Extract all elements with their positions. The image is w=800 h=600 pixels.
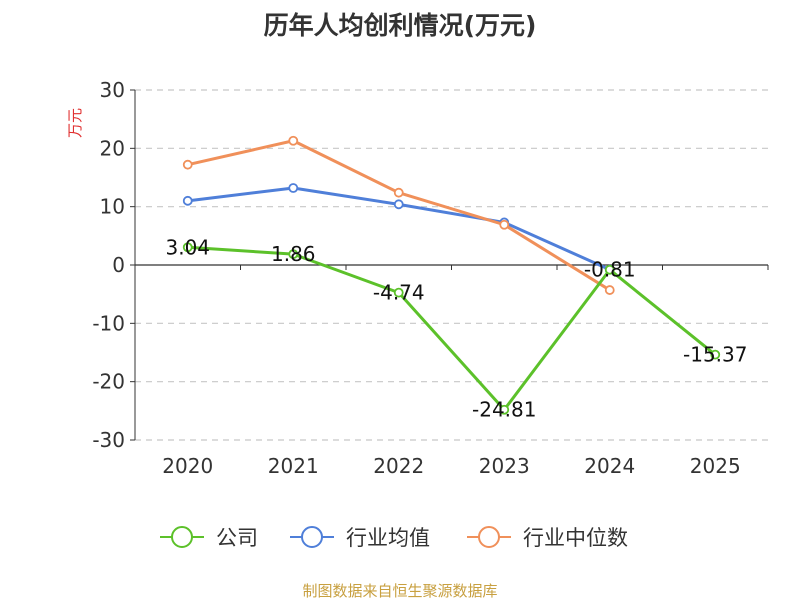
chart-title: 历年人均创利情况(万元) <box>264 11 537 40</box>
data-label-4: -0.81 <box>584 258 636 282</box>
point-0-3[interactable] <box>499 404 510 415</box>
series-line-0 <box>187 245 717 412</box>
data-labels: 3.04 1.86 -4.74 -24.81 -0.81 -15.37 <box>165 235 747 421</box>
point-2-0[interactable] <box>182 159 193 170</box>
y-tick-label-6: -30 <box>92 428 125 452</box>
y-tick-label-4: -10 <box>92 311 125 335</box>
y-tick-label-3: 0 <box>112 253 125 277</box>
legend-marker-1 <box>301 526 323 548</box>
legend-label-2: 行业中位数 <box>523 526 628 550</box>
legend-marker-0 <box>171 526 193 548</box>
data-label-3: -24.81 <box>472 398 536 422</box>
legend-label-0: 公司 <box>216 526 258 550</box>
x-tick-label-4: 2024 <box>584 454 635 478</box>
data-label-5: -15.37 <box>683 343 747 367</box>
y-tick-label-2: 10 <box>100 195 125 219</box>
y-tick-label-1: 20 <box>100 136 125 160</box>
axes: 30 20 10 0 -10 -20 -30 2020 2021 2022 2023 2024 2025 <box>92 78 769 478</box>
point-2-1[interactable] <box>288 135 299 146</box>
point-0-4[interactable] <box>604 264 615 275</box>
point-0-1[interactable] <box>288 249 299 260</box>
point-1-1[interactable] <box>288 183 299 193</box>
series-line-2 <box>187 139 611 292</box>
legend-item-1[interactable]: 行业均值 <box>290 526 430 550</box>
legend-item-2[interactable]: 行业中位数 <box>467 526 628 550</box>
point-2-2[interactable] <box>393 187 404 198</box>
point-1-2[interactable] <box>393 199 404 210</box>
data-label-0: 3.04 <box>165 235 210 259</box>
point-0-2[interactable] <box>393 287 404 298</box>
x-tick-label-1: 2021 <box>268 454 319 478</box>
legend-item-0[interactable]: 公司 <box>160 526 258 550</box>
data-label-2: -4.74 <box>373 281 425 305</box>
legend-marker-2 <box>478 526 500 548</box>
x-tick-label-3: 2023 <box>479 454 530 478</box>
y-tick-label-0: 30 <box>100 78 125 102</box>
point-1-0[interactable] <box>182 195 193 206</box>
x-tick-label-5: 2025 <box>690 454 741 478</box>
point-0-0[interactable] <box>182 242 193 253</box>
legend-label-1: 行业均值 <box>346 526 430 550</box>
point-2-4[interactable] <box>604 285 615 295</box>
point-2-3[interactable] <box>499 219 510 230</box>
series-lines <box>182 135 721 415</box>
point-0-5[interactable] <box>710 349 721 360</box>
y-axis-label: 万元 <box>66 108 84 138</box>
legend[interactable]: 公司 行业均值 行业中位数 <box>160 526 628 550</box>
y-tick-label-5: -20 <box>92 370 125 394</box>
footer-source: 制图数据来自恒生聚源数据库 <box>302 582 497 600</box>
x-tick-label-2: 2022 <box>373 454 424 478</box>
x-tick-label-0: 2020 <box>162 454 213 478</box>
data-label-1: 1.86 <box>271 242 316 266</box>
